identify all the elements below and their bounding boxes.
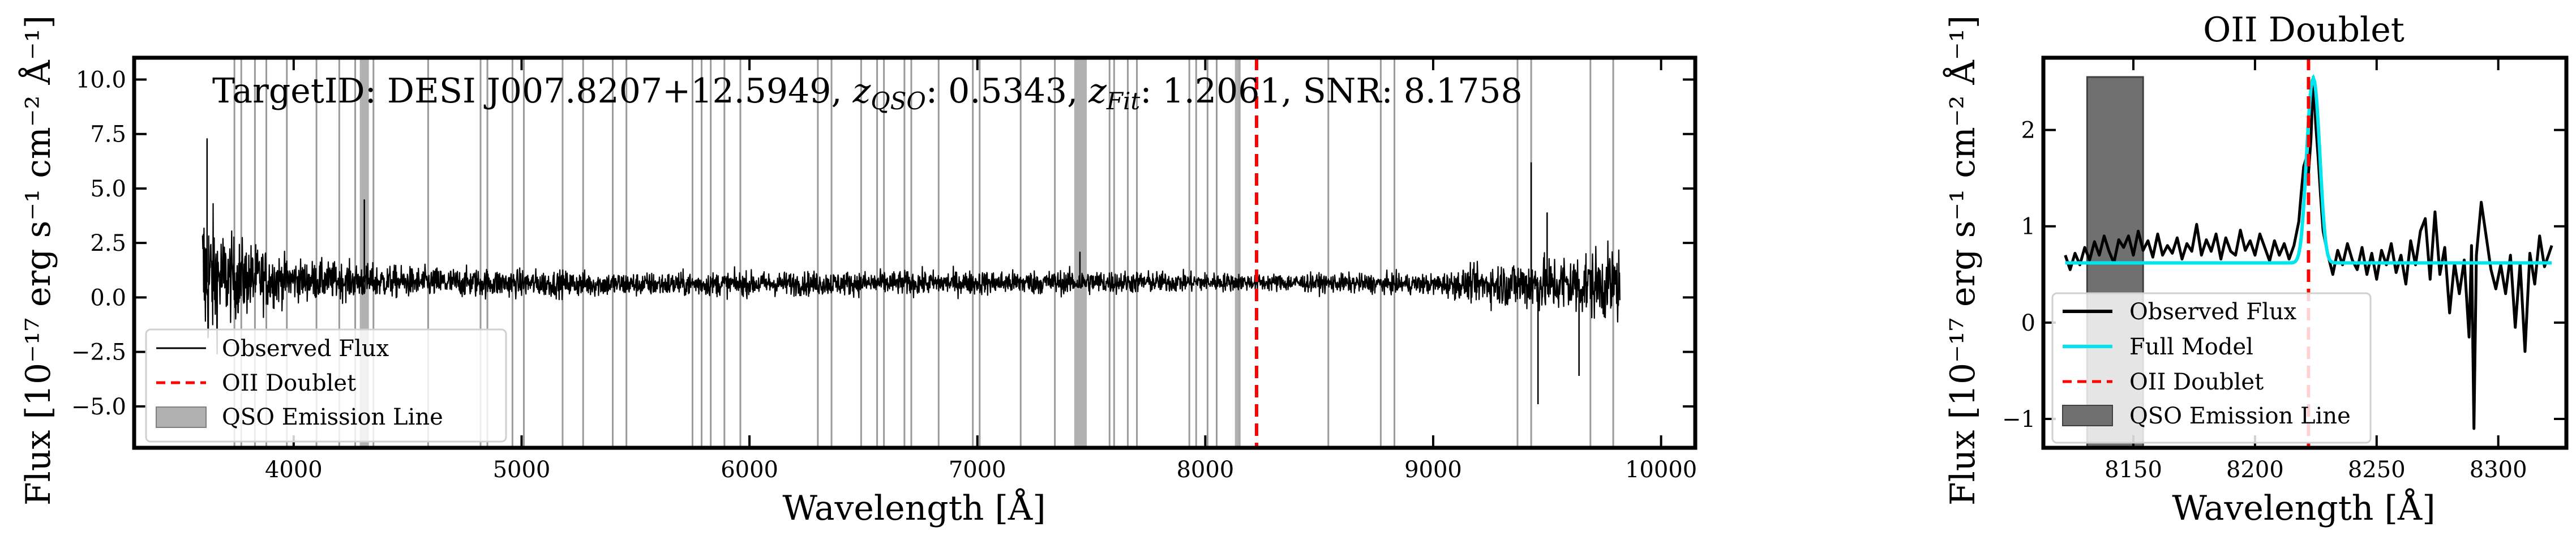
y-tick-label-2: 1 xyxy=(2021,214,2035,240)
y-tick-label-3: 2 xyxy=(2021,118,2035,144)
legend-label-oii-doublet: OII Doublet xyxy=(222,370,356,396)
legend-label-qso-emission-line: QSO Emission Line xyxy=(222,404,443,430)
zoom-series-group xyxy=(2064,58,2553,448)
spectrum-panel: 4000 5000 6000 7000 8000 9000 10000 −5.0 −2.5 0.0… xyxy=(18,15,1698,528)
observed-flux-group xyxy=(202,138,1621,405)
zoom-axes-frame xyxy=(2041,55,2569,450)
x-tick-label-6: 10000 xyxy=(1625,457,1697,483)
x-tick-label-3: 7000 xyxy=(949,457,1006,483)
x-tick-label-2: 8250 xyxy=(2348,457,2406,483)
legend-label-observed-flux: Observed Flux xyxy=(2129,299,2297,325)
x-tick-label-1: 5000 xyxy=(493,457,551,483)
y-tick-label-6: 10.0 xyxy=(76,67,126,93)
x-tick-label-1: 8200 xyxy=(2226,457,2284,483)
zoom-x-label: Wavelength [Å] xyxy=(2172,488,2435,528)
x-tick-label-0: 4000 xyxy=(265,457,323,483)
zoom-ticks: 8150 8200 8250 8300 −1 0 1 2 xyxy=(2002,58,2566,483)
spectrum-y-label: Flux [10⁻¹⁷ erg s⁻¹ cm⁻² Å⁻¹] xyxy=(18,15,58,506)
zoom-observed-flux-line xyxy=(2064,75,2553,430)
x-tick-label-5: 9000 xyxy=(1404,457,1462,483)
spectrum-axes-frame xyxy=(132,55,1698,450)
y-tick-label-5: 7.5 xyxy=(90,122,126,148)
zoom-y-label: Flux [10⁻¹⁷ erg s⁻¹ cm⁻² Å⁻¹] xyxy=(1943,15,1983,506)
zoom-title: OII Doublet xyxy=(2203,10,2404,50)
spectrum-title: TargetID: DESI J007.8207+12.5949, zQSO: … xyxy=(212,71,1523,115)
legend-label-full-model: Full Model xyxy=(2129,334,2253,360)
legend-swatch-qso-emission-line xyxy=(2062,405,2113,426)
y-tick-label-4: 5.0 xyxy=(90,176,126,202)
oii-zoom-panel: 8150 8200 8250 8300 −1 0 1 2 OII Doublet Wavele… xyxy=(1943,10,2569,528)
x-tick-label-0: 8150 xyxy=(2104,457,2162,483)
y-tick-label-3: 2.5 xyxy=(90,230,126,256)
y-tick-label-2: 0.0 xyxy=(90,285,126,311)
y-tick-label-0: −5.0 xyxy=(71,394,126,420)
x-tick-label-3: 8300 xyxy=(2470,457,2527,483)
x-tick-label-4: 8000 xyxy=(1176,457,1234,483)
spectrum-legend: Observed Flux OII Doublet QSO Emission L… xyxy=(145,328,507,443)
qso-emission-band-2 xyxy=(1235,58,1241,448)
legend-label-oii-doublet: OII Doublet xyxy=(2129,369,2264,395)
masked-line-group xyxy=(233,58,1614,448)
legend-label-qso-emission-line: QSO Emission Line xyxy=(2129,403,2351,429)
y-tick-label-1: 0 xyxy=(2021,310,2035,336)
observed-flux-line xyxy=(202,203,1621,355)
x-tick-label-2: 6000 xyxy=(721,457,778,483)
legend-label-observed-flux: Observed Flux xyxy=(222,336,389,362)
spectrum-ticks: 4000 5000 6000 7000 8000 9000 10000 −5.0 −2.5 0.0… xyxy=(71,58,1697,483)
zoom-legend: Observed Flux Full Model OII Doublet QSO… xyxy=(2051,292,2372,444)
y-tick-label-1: −2.5 xyxy=(71,340,126,366)
legend-swatch-qso-emission-line xyxy=(156,406,207,428)
y-tick-label-0: −1 xyxy=(2002,406,2035,433)
spectrum-x-label: Wavelength [Å] xyxy=(782,488,1045,528)
